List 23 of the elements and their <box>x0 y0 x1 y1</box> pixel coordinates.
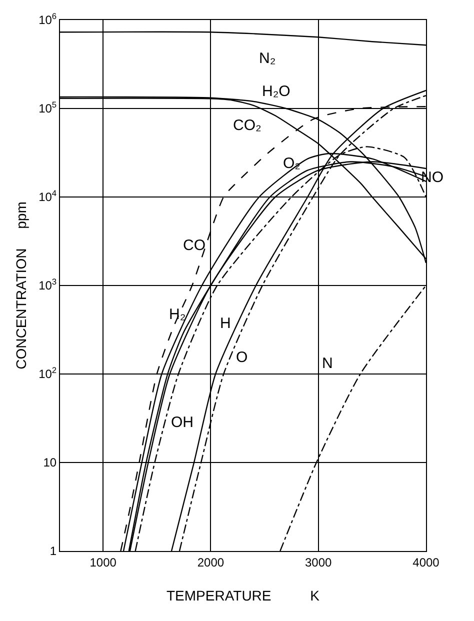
y-tick-label: 10$^{3}$ <box>38 276 57 293</box>
x-tick-label: 2000 <box>197 555 224 570</box>
y-tick-label: 10$^{2}$ <box>38 365 57 382</box>
series-label: OH <box>171 414 194 431</box>
series-label: CO₂ <box>233 117 262 134</box>
y-tick-label: 1 <box>50 544 57 558</box>
series-label: O <box>236 349 248 366</box>
y-tick-label: 10$^{4}$ <box>38 188 57 204</box>
series-label: CO <box>183 237 206 254</box>
series-label: H₂ <box>169 306 186 323</box>
y-tick-label: 10$^{5}$ <box>38 100 57 116</box>
y-axis-title: CONCENTRATION ppm <box>13 202 30 370</box>
y-tick-label: 10$^{6}$ <box>38 11 57 28</box>
y-tick-label: 10 <box>43 456 57 470</box>
series-label: H <box>220 315 231 332</box>
x-tick-label: 3000 <box>305 555 332 570</box>
series-label: H₂O <box>262 83 290 100</box>
series-label: O₂ <box>283 155 301 172</box>
series-label: N₂ <box>259 50 276 67</box>
x-axis-title: TEMPERATURE K <box>166 588 320 604</box>
series-label: N <box>322 355 333 372</box>
x-tick-label: 4000 <box>412 555 440 570</box>
x-tick-label: 1000 <box>90 555 117 570</box>
